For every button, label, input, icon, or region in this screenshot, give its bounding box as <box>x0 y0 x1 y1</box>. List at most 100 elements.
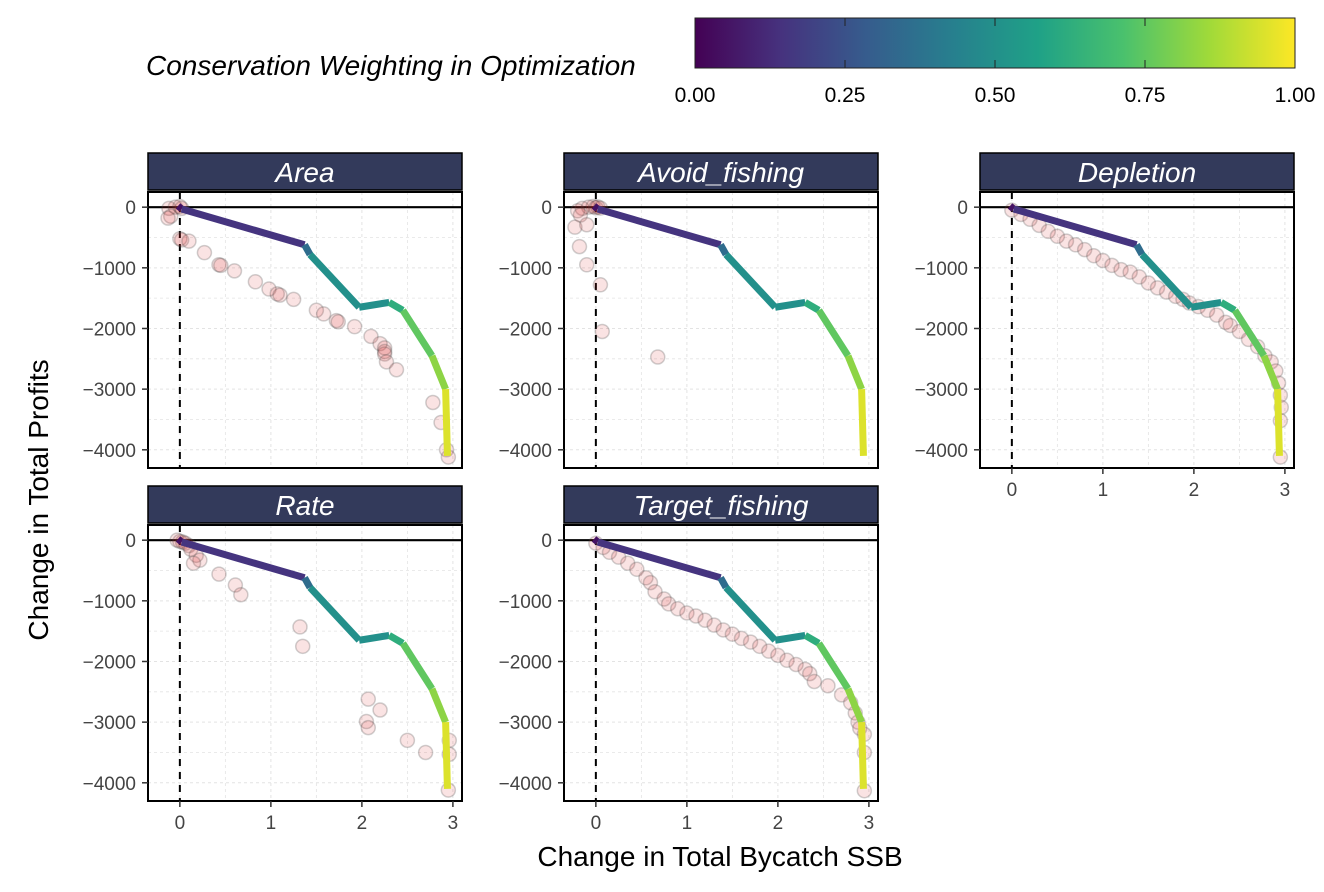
colorbar-tick-label: 0.25 <box>825 84 866 107</box>
data-point <box>376 343 393 360</box>
frontier-segment <box>1274 389 1283 456</box>
y-tick-label: −1000 <box>499 592 552 613</box>
data-point <box>272 287 288 303</box>
frontier-segment <box>428 354 449 391</box>
y-tick-label: −1000 <box>915 259 968 280</box>
data-point <box>376 346 393 362</box>
x-tick-label: 1 <box>682 813 693 834</box>
data-point <box>697 612 713 628</box>
x-tick-label: 2 <box>1189 480 1200 501</box>
data-point <box>1208 307 1225 323</box>
frontier-segment <box>442 389 451 456</box>
data-point <box>172 230 188 247</box>
data-point <box>820 677 836 694</box>
data-point <box>638 570 654 586</box>
y-axis: 0 −1000 −2000 −3000 −4000 <box>499 198 564 462</box>
gridlines <box>980 192 1294 468</box>
frontier-segment <box>1190 298 1222 311</box>
data-point <box>294 638 311 655</box>
y-tick-label: −4000 <box>499 774 552 795</box>
data-point <box>751 638 768 655</box>
data-point <box>161 200 177 217</box>
y-tick-label: −3000 <box>83 713 136 734</box>
colorbar-tick-label: 0.75 <box>1125 84 1166 107</box>
frontier-segment <box>774 298 806 311</box>
x-tick-label: 3 <box>864 813 875 834</box>
gridlines <box>564 525 878 801</box>
panel-rate: Rate 0 −1000 −2000 −3000 −4000 0 1 2 3 <box>83 485 463 834</box>
data-point <box>688 608 704 624</box>
y-axis: 0 −1000 −2000 −3000 −4000 <box>499 531 564 795</box>
frontier-segment <box>803 299 821 314</box>
data-point <box>211 566 227 582</box>
data-point <box>715 622 732 638</box>
data-point <box>801 665 818 682</box>
data-point <box>1086 247 1102 264</box>
x-axis: 0 1 2 3 <box>175 801 458 834</box>
y-tick-label: −4000 <box>499 441 552 462</box>
data-point <box>372 702 388 718</box>
data-point <box>1149 280 1166 296</box>
y-tick-label: −3000 <box>499 380 552 401</box>
data-point <box>388 361 405 378</box>
data-point <box>649 349 666 365</box>
data-point <box>372 335 388 352</box>
x-tick-label: 1 <box>266 813 277 834</box>
data-point <box>1049 228 1066 245</box>
data-point <box>378 354 395 370</box>
frontier-segment <box>358 631 390 644</box>
data-point <box>1140 275 1157 291</box>
y-axis-title: Change in Total Profits <box>23 359 54 640</box>
data-point <box>330 314 346 330</box>
y-tick-label: −1000 <box>83 592 136 613</box>
x-axis: 0 1 2 3 <box>1007 468 1290 501</box>
y-axis: 0 −1000 −2000 −3000 −4000 <box>83 198 148 462</box>
data-point <box>1095 252 1111 269</box>
panel-border <box>563 524 879 802</box>
frontier-segment <box>1231 308 1267 358</box>
y-axis: 0 −1000 −2000 −3000 −4000 <box>83 531 148 795</box>
frontier-segment <box>180 538 306 582</box>
y-tick-label: −2000 <box>499 652 552 673</box>
panel-strip <box>563 152 879 191</box>
data-point <box>592 277 609 293</box>
colorbar-legend: Conservation Weighting in Optimization 0… <box>146 17 1315 107</box>
y-tick-label: −2000 <box>83 319 136 340</box>
data-point <box>770 647 786 664</box>
x-tick-label: 0 <box>1007 480 1018 501</box>
data-point <box>619 555 636 571</box>
data-point <box>579 217 595 233</box>
data-point <box>315 306 332 322</box>
y-tick-label: 0 <box>125 531 136 552</box>
frontier-segment <box>399 641 435 691</box>
panel-border <box>147 524 463 802</box>
x-axis-title: Change in Total Bycatch SSB <box>537 841 902 872</box>
y-tick-label: −2000 <box>499 319 552 340</box>
y-tick-label: −2000 <box>83 652 136 673</box>
y-tick-label: −4000 <box>83 774 136 795</box>
data-point <box>742 634 759 650</box>
frontier-line <box>175 203 451 456</box>
frontier-segment <box>307 252 362 310</box>
y-tick-label: −4000 <box>83 441 136 462</box>
frontier-segment <box>175 536 184 545</box>
data-point <box>733 630 750 647</box>
frontier-segment <box>596 205 722 249</box>
data-point <box>572 207 589 223</box>
frontier-segment <box>591 536 600 545</box>
data-point <box>425 394 441 411</box>
data-point <box>629 561 645 578</box>
points <box>588 535 873 799</box>
data-point <box>761 643 777 659</box>
data-point <box>660 596 677 612</box>
panel-strip <box>979 152 1295 191</box>
y-tick-label: 0 <box>125 198 136 219</box>
frontier-segment <box>428 687 449 724</box>
panel-title: Depletion <box>1078 157 1196 188</box>
panel-title: Avoid_fishing <box>636 157 804 188</box>
data-point <box>233 587 249 603</box>
data-point <box>1076 241 1093 258</box>
frontier-segment <box>387 632 405 647</box>
panel-title: Target_fishing <box>634 490 809 521</box>
frontier-segment <box>399 308 435 358</box>
